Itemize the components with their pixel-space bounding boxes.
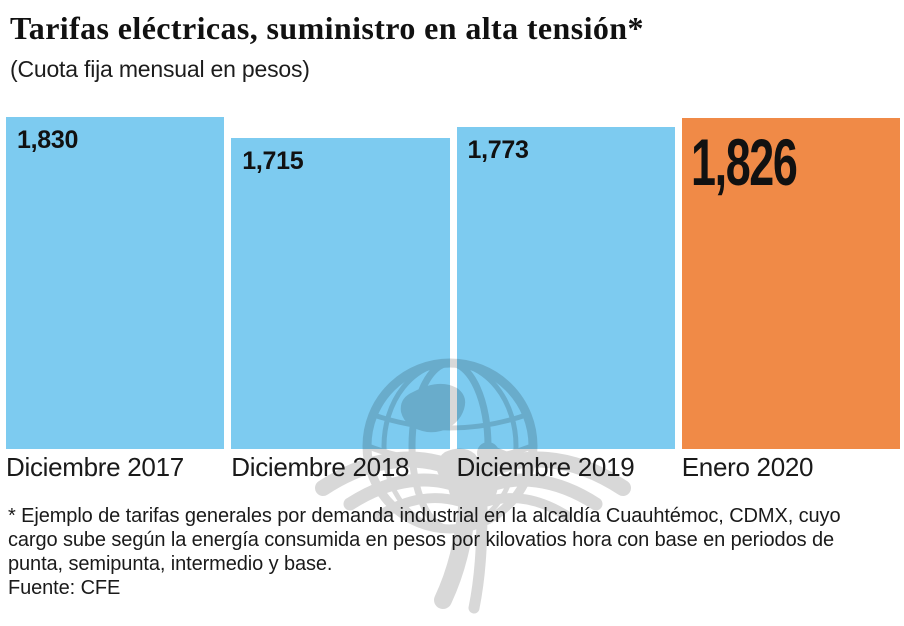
bar-value-label: 1,773 — [467, 136, 529, 165]
chart-title: Tarifas eléctricas, suministro en alta t… — [10, 10, 644, 46]
footnote-line: punta, semipunta, intermedio y base. — [8, 553, 333, 575]
bar-diciembre-2017: 1,830 — [6, 117, 225, 449]
bar-diciembre-2019: 1,773 — [456, 127, 675, 449]
bar-column-ene-2020: 1,826 — [681, 100, 900, 449]
footnote-line: cargo sube según la energía consumida en… — [8, 529, 834, 551]
x-axis-label-dic-2018: Diciembre 2018 — [231, 452, 410, 482]
bar-column-dic-2019: 1,773 — [456, 100, 675, 449]
bar-enero-2020-highlighted: 1,826 — [681, 117, 900, 449]
x-axis-label-dic-2017: Diciembre 2017 — [6, 452, 184, 482]
bar-column-dic-2017: 1,830 — [6, 100, 225, 449]
x-axis-label-dic-2019: Diciembre 2019 — [456, 452, 635, 482]
x-axis-label-ene-2020: Enero 2020 — [681, 452, 814, 482]
bar-column-dic-2018: 1,715 — [231, 100, 450, 449]
bar-chart: 1,830 1,715 1,773 1,826 — [6, 100, 900, 449]
source-line: Fuente: CFE — [8, 577, 121, 599]
bar-value-label-highlighted: 1,826 — [690, 124, 798, 199]
footnote-line: * Ejemplo de tarifas generales por deman… — [8, 505, 841, 527]
footnote: * Ejemplo de tarifas generales por deman… — [8, 504, 902, 600]
x-axis: Diciembre 2017 Diciembre 2018 Diciembre … — [6, 452, 900, 483]
bar-value-label: 1,830 — [17, 126, 79, 154]
chart-subtitle: (Cuota fija mensual en pesos) — [10, 56, 310, 82]
bar-value-label: 1,715 — [242, 146, 304, 175]
bar-diciembre-2018: 1,715 — [231, 137, 450, 449]
